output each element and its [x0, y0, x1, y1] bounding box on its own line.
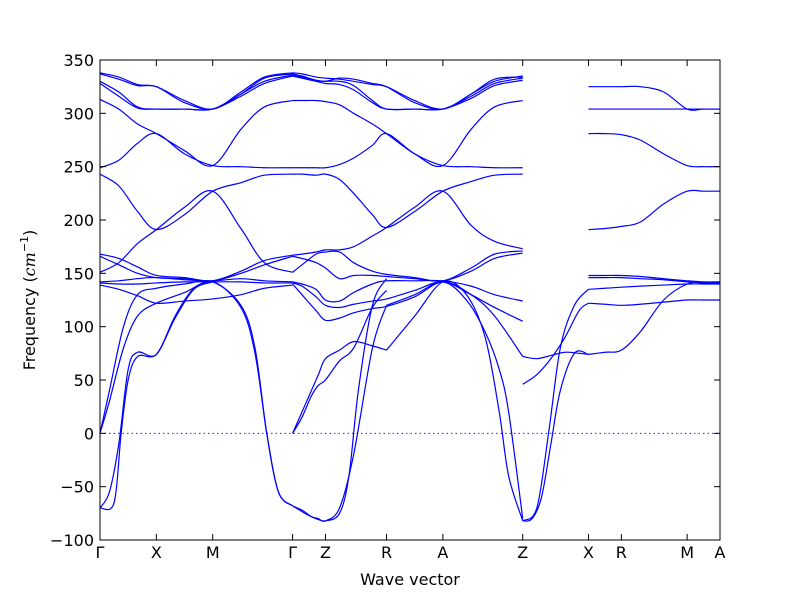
y-tick-label: 350: [63, 51, 94, 70]
x-tick-label: Z: [517, 543, 528, 562]
y-tick-label: 250: [63, 158, 94, 177]
band-line-20: [292, 74, 523, 111]
band-line-43: [588, 132, 721, 168]
band-line-5: [99, 98, 293, 167]
band-line-47: [588, 283, 720, 290]
band-line-4: [99, 75, 293, 111]
band-line-7: [99, 173, 293, 231]
x-tick-label: R: [381, 543, 392, 562]
y-axis-title: Frequency (cm−1): [18, 230, 39, 371]
band-line-26: [292, 250, 523, 282]
band-line-1: [99, 72, 293, 110]
band-line-17: [99, 281, 213, 511]
band-line-41: [588, 85, 720, 111]
band-line-44: [588, 189, 720, 231]
band-line-45: [588, 274, 721, 283]
y-tick-label: 50: [74, 371, 94, 390]
y-tick-label: 0: [84, 424, 94, 443]
band-line-34: [292, 278, 388, 522]
x-tick-label: X: [151, 543, 162, 562]
x-tick-label: X: [583, 543, 594, 562]
band-line-35: [386, 280, 524, 521]
y-tick-label: 100: [63, 318, 94, 337]
x-tick-label: Γ: [96, 543, 105, 562]
band-line-24: [292, 173, 523, 229]
band-line-48: [588, 299, 720, 306]
band-line-3: [99, 74, 293, 111]
band-line-2: [99, 73, 293, 110]
band-line-33: [292, 305, 388, 522]
x-tick-label: A: [437, 543, 448, 562]
band-line-27: [292, 252, 523, 282]
y-tick-label: 200: [63, 211, 94, 230]
band-line-39: [522, 302, 589, 385]
band-line-22: [292, 99, 523, 168]
band-line-10: [99, 255, 293, 282]
band-line-11: [99, 276, 293, 283]
band-line-23: [292, 132, 523, 169]
band-line-15: [99, 280, 293, 507]
band-line-31: [292, 340, 387, 434]
band-line-16: [99, 281, 213, 509]
x-tick-label: Z: [320, 543, 331, 562]
x-tick-label: R: [616, 543, 627, 562]
x-tick-label: M: [206, 543, 220, 562]
plot-frame: [99, 59, 721, 541]
x-tick-label: M: [680, 543, 694, 562]
x-tick-label: Γ: [288, 543, 297, 562]
band-line-21: [292, 75, 523, 111]
band-line-6: [99, 132, 293, 169]
x-tick-label: A: [715, 543, 726, 562]
band-line-36: [386, 281, 524, 519]
band-line-14: [99, 279, 293, 507]
band-line-29: [292, 281, 523, 322]
band-line-40: [522, 351, 589, 360]
band-line-18: [292, 72, 523, 110]
band-line-12: [99, 281, 293, 285]
band-line-38: [522, 288, 589, 522]
band-line-32: [292, 290, 387, 434]
band-line-25: [292, 190, 523, 256]
band-line-8: [99, 190, 293, 273]
band-line-28: [292, 279, 523, 303]
band-line-9: [99, 253, 293, 282]
x-axis-title: Wave vector: [360, 570, 460, 589]
y-tick-label: −50: [60, 478, 94, 497]
y-tick-label: 300: [63, 104, 94, 123]
band-line-49: [588, 281, 721, 355]
y-tick-label: −100: [50, 531, 94, 550]
band-line-19: [292, 73, 523, 110]
y-tick-label: 150: [63, 264, 94, 283]
